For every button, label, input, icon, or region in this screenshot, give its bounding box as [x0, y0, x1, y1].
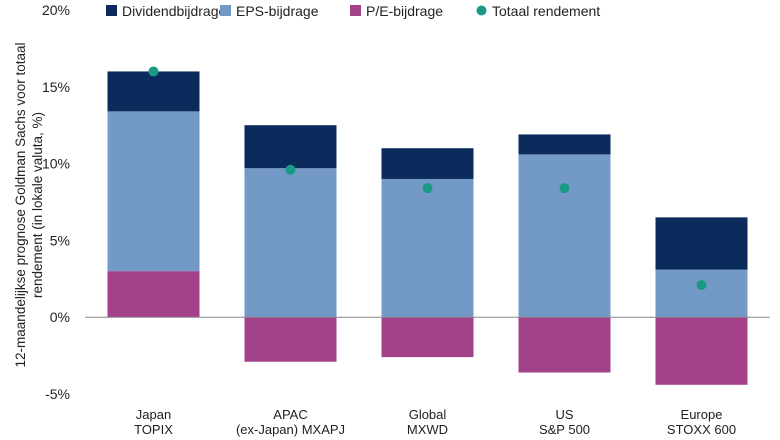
legend-swatch — [106, 5, 117, 16]
bar-segment-eps-bijdrage — [107, 111, 200, 272]
bar-segment-eps-bijdrage — [655, 269, 748, 318]
legend-label: Totaal rendement — [492, 3, 600, 19]
y-tick-label: 5% — [50, 232, 70, 248]
y-tick-label: 20% — [42, 2, 70, 18]
bar-segment-dividendbijdrage — [381, 148, 474, 179]
bar-segment-dividendbijdrage — [518, 134, 611, 155]
legend-label: P/E-bijdrage — [366, 3, 443, 19]
x-category-label: Europe — [681, 407, 723, 422]
y-axis-label: 12-maandelijkse prognose Goldman Sachs v… — [13, 43, 45, 368]
total-return-point — [559, 183, 570, 194]
x-category-label: Global — [409, 407, 447, 422]
total-return-markers — [148, 66, 707, 290]
bar-segment-eps-bijdrage — [381, 178, 474, 318]
legend-swatch — [220, 5, 231, 16]
y-tick-label: 0% — [50, 309, 70, 325]
bar-segment-p-e-bijdrage — [518, 317, 611, 373]
x-category-label: MXWD — [407, 422, 448, 437]
y-tick-label: -5% — [45, 386, 70, 402]
legend-label: Dividendbijdrage — [122, 3, 227, 19]
x-category-label: (ex-Japan) MXAPJ — [236, 422, 345, 437]
bar-segment-p-e-bijdrage — [381, 317, 474, 358]
x-category-label: S&P 500 — [539, 422, 590, 437]
bar-segment-p-e-bijdrage — [107, 271, 200, 318]
y-tick-label: 15% — [42, 79, 70, 95]
x-category-label: APAC — [273, 407, 307, 422]
total-return-point — [285, 164, 296, 175]
legend-swatch — [476, 5, 487, 16]
bar-segment-eps-bijdrage — [518, 154, 611, 318]
bar-segment-dividendbijdrage — [655, 217, 748, 270]
total-return-point — [422, 183, 433, 194]
y-tick-label: 10% — [42, 156, 70, 172]
x-category-label: TOPIX — [134, 422, 173, 437]
bar-segment-p-e-bijdrage — [244, 317, 337, 362]
legend-swatch — [350, 5, 361, 16]
x-category-label: Japan — [136, 407, 171, 422]
bars — [107, 71, 748, 385]
y-axis-label-line-1: 12-maandelijkse prognose Goldman Sachs v… — [13, 43, 28, 368]
y-axis-label-line-2: rendement (in lokale valuta, %) — [30, 112, 45, 298]
bar-segment-dividendbijdrage — [244, 125, 337, 169]
bar-segment-dividendbijdrage — [107, 71, 200, 112]
total-return-point — [148, 66, 159, 77]
x-category-label: US — [555, 407, 573, 422]
legend-label: EPS-bijdrage — [236, 3, 319, 19]
total-return-point — [696, 279, 707, 290]
bar-segment-p-e-bijdrage — [655, 317, 748, 385]
x-category-label: STOXX 600 — [667, 422, 736, 437]
legend: Dividendbijdrage EPS-bijdrage P/E-bijdrage… — [106, 3, 600, 19]
y-axis: -5% 0% 5% 10% 15% 20% — [42, 2, 70, 402]
bar-segment-eps-bijdrage — [244, 168, 337, 318]
